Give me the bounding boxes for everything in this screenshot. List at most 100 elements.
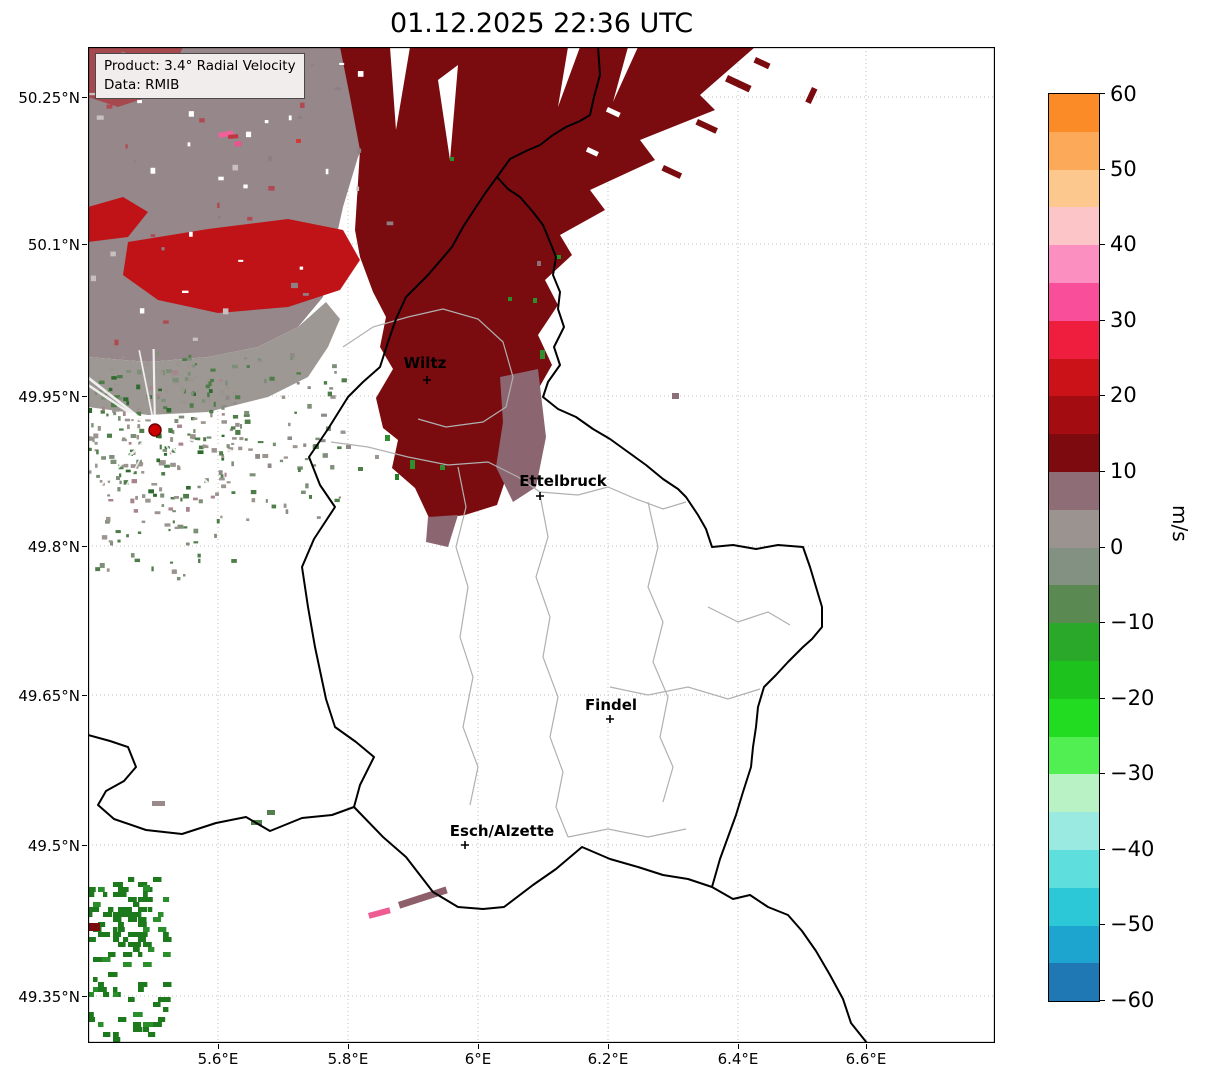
axis-tick bbox=[218, 1044, 219, 1049]
colorbar-segment bbox=[1049, 320, 1099, 359]
colorbar-tick-mark bbox=[1099, 1000, 1105, 1001]
lat-tick-label: 49.35°N bbox=[18, 988, 80, 1006]
axis-tick bbox=[608, 1044, 609, 1049]
germany-france-border bbox=[711, 886, 868, 1043]
city-marker-esch bbox=[461, 841, 469, 849]
colorbar-tick-label: −40 bbox=[1110, 837, 1155, 861]
echo-white-ray bbox=[390, 47, 410, 130]
figure-title: 01.12.2025 22:36 UTC bbox=[389, 8, 694, 39]
data-source-line: Data: RMIB bbox=[104, 76, 180, 93]
colorbar-tick-label: 10 bbox=[1110, 459, 1137, 483]
colorbar-segment bbox=[1049, 698, 1099, 737]
city-markers bbox=[423, 376, 614, 849]
echo-bright-red-patch bbox=[88, 197, 148, 242]
colorbar-tick-mark bbox=[1099, 471, 1105, 472]
echo-white-ray bbox=[613, 47, 638, 102]
colorbar-segment bbox=[1049, 585, 1099, 624]
colorbar-tick-label: 50 bbox=[1110, 157, 1137, 181]
colorbar-segment bbox=[1049, 358, 1099, 397]
city-labels: Wiltz Ettelbruck Findel Esch/Alzette bbox=[404, 354, 637, 840]
lon-tick-label: 6°E bbox=[464, 1050, 492, 1068]
colorbar-tick-label: 30 bbox=[1110, 308, 1137, 332]
city-label-ettelbruck: Ettelbruck bbox=[519, 472, 608, 490]
colorbar-segment bbox=[1049, 736, 1099, 775]
colorbar-tick-mark bbox=[1099, 244, 1105, 245]
lat-tick-label: 49.8°N bbox=[27, 538, 80, 556]
axis-tick bbox=[738, 1044, 739, 1049]
colorbar-segment bbox=[1049, 925, 1099, 964]
echo-speckles-south bbox=[95, 516, 237, 581]
colorbar-segment bbox=[1049, 849, 1099, 888]
lon-tick-label: 6.2°E bbox=[587, 1050, 629, 1068]
axis-tick bbox=[348, 1044, 349, 1049]
country-borders bbox=[88, 47, 868, 1043]
colorbar-segment bbox=[1049, 547, 1099, 586]
luxembourg-border bbox=[301, 176, 823, 910]
colorbar-tick-mark bbox=[1099, 93, 1105, 94]
belgium-germany-border bbox=[496, 47, 601, 178]
colorbar-tick-label: 40 bbox=[1110, 232, 1137, 256]
colorbar-tick-mark bbox=[1099, 698, 1105, 699]
colorbar-tick-mark bbox=[1099, 395, 1105, 396]
colorbar-unit-label: m/s bbox=[1168, 505, 1192, 542]
plot-frame bbox=[88, 47, 995, 1043]
lat-tick-label: 49.65°N bbox=[18, 687, 80, 705]
colorbar-tick-mark bbox=[1099, 547, 1105, 548]
colorbar-tick-mark bbox=[1099, 773, 1105, 774]
colorbar-segment bbox=[1049, 245, 1099, 283]
colorbar-segment bbox=[1049, 509, 1099, 548]
colorbar-segment bbox=[1049, 774, 1099, 813]
echo-dark-red-blob bbox=[340, 47, 755, 520]
colorbar-tick-label: 60 bbox=[1110, 82, 1137, 106]
colorbar-tick-mark bbox=[1099, 622, 1105, 623]
colorbar-tick-label: −10 bbox=[1110, 610, 1155, 634]
echo-white-ray bbox=[438, 65, 458, 160]
colorbar-tick-mark bbox=[1099, 849, 1105, 850]
city-label-esch: Esch/Alzette bbox=[450, 822, 554, 840]
colorbar-tick-label: 0 bbox=[1110, 535, 1124, 559]
lat-tick-label: 49.95°N bbox=[18, 388, 80, 406]
axis-tick bbox=[478, 1044, 479, 1049]
colorbar-tick-label: −50 bbox=[1110, 912, 1155, 936]
axis-tick bbox=[82, 546, 87, 547]
radar-site-marker bbox=[148, 423, 162, 437]
axis-tick bbox=[866, 1044, 867, 1049]
lon-tick-label: 5.8°E bbox=[327, 1050, 369, 1068]
colorbar bbox=[1048, 93, 1100, 1002]
city-label-findel: Findel bbox=[585, 696, 637, 714]
lon-tick-label: 6.6°E bbox=[845, 1050, 887, 1068]
radar-beam-gaps bbox=[88, 348, 242, 504]
colorbar-segment bbox=[1049, 887, 1099, 926]
colorbar-segment bbox=[1049, 471, 1099, 510]
lat-tick-label: 50.1°N bbox=[27, 236, 80, 254]
lon-tick-label: 5.6°E bbox=[197, 1050, 239, 1068]
colorbar-segment bbox=[1049, 94, 1099, 132]
colorbar-segment bbox=[1049, 660, 1099, 699]
colorbar-tick-label: −60 bbox=[1110, 988, 1155, 1012]
district-borders bbox=[330, 308, 791, 838]
france-belgium-border bbox=[88, 734, 355, 835]
echo-speckles-topleft bbox=[89, 51, 394, 346]
axis-tick bbox=[82, 396, 87, 397]
echo-mauve-patch-east bbox=[496, 369, 546, 502]
radar-echo-layer bbox=[88, 47, 818, 1043]
axis-tick bbox=[82, 97, 87, 98]
lat-tick-label: 50.25°N bbox=[18, 89, 80, 107]
city-label-wiltz: Wiltz bbox=[404, 354, 447, 372]
colorbar-tick-label: 20 bbox=[1110, 383, 1137, 407]
colorbar-segment bbox=[1049, 131, 1099, 170]
axis-tick bbox=[82, 996, 87, 997]
colorbar-segment bbox=[1049, 963, 1099, 1002]
lat-tick-label: 49.5°N bbox=[27, 837, 80, 855]
colorbar-segment bbox=[1049, 169, 1099, 208]
colorbar-segment bbox=[1049, 623, 1099, 661]
colorbar-segment bbox=[1049, 282, 1099, 321]
colorbar-segment bbox=[1049, 434, 1099, 472]
axis-tick bbox=[82, 845, 87, 846]
colorbar-tick-label: −20 bbox=[1110, 686, 1155, 710]
city-marker-ettelbruck bbox=[536, 492, 544, 500]
colorbar-segment bbox=[1049, 812, 1099, 850]
map-canvas: Wiltz Ettelbruck Findel Esch/Alzette bbox=[88, 47, 995, 1043]
city-marker-findel bbox=[606, 715, 614, 723]
